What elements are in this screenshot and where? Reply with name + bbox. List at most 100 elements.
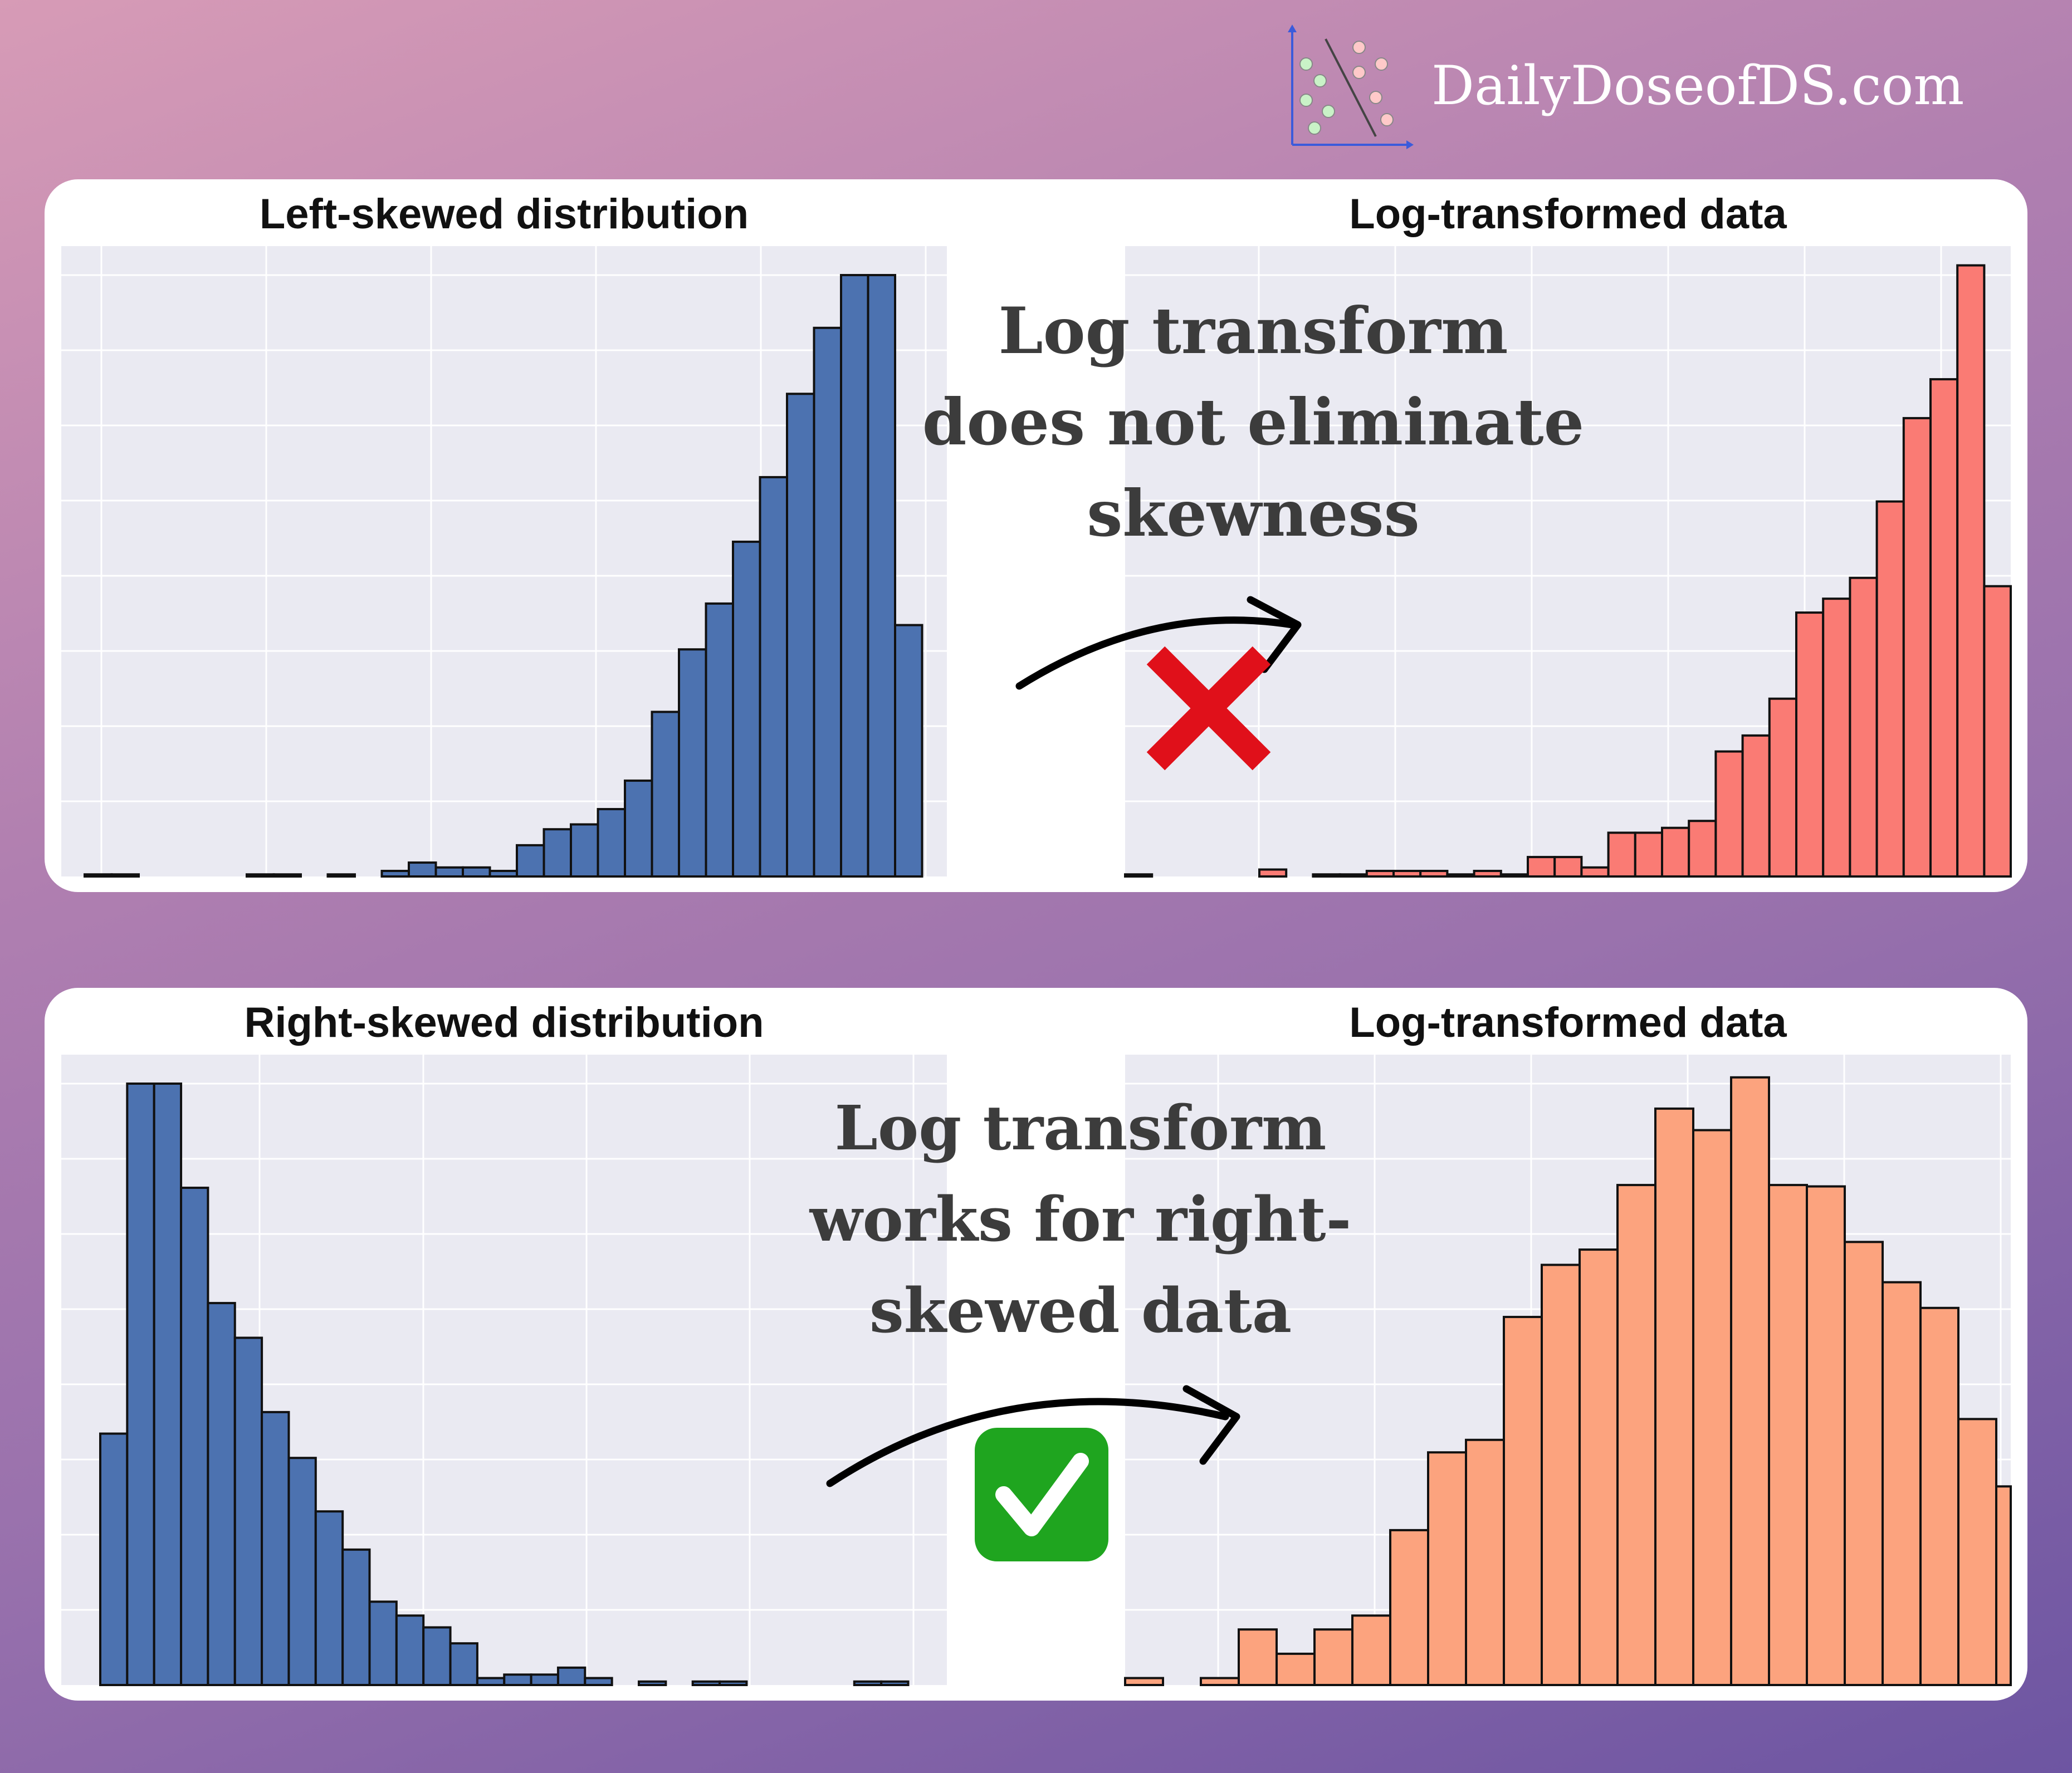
- histogram-bar: [1995, 1485, 2012, 1686]
- histogram-bar: [1365, 870, 1395, 878]
- chart-title: Log-transformed data: [1349, 190, 1787, 238]
- histogram-bar: [1882, 1281, 1922, 1686]
- histogram-bar: [1338, 873, 1368, 878]
- histogram-bar: [1768, 697, 1798, 878]
- histogram-bar: [314, 1510, 344, 1686]
- histogram-bar: [99, 1432, 129, 1686]
- histogram-plot: [1124, 1055, 2012, 1687]
- histogram-bar: [1929, 378, 1959, 878]
- histogram-bar: [1580, 866, 1610, 878]
- histogram-bar: [1313, 1628, 1353, 1687]
- chart-title: Log-transformed data: [1349, 999, 1787, 1046]
- histogram-bar: [638, 1680, 667, 1686]
- histogram-bar: [1616, 1184, 1656, 1686]
- histogram-bar: [894, 624, 923, 878]
- histogram-bar: [272, 873, 302, 878]
- histogram-bar: [1312, 873, 1341, 878]
- histogram-plot: [1124, 246, 2012, 878]
- histogram-bar: [1634, 831, 1664, 878]
- histogram-bar: [651, 711, 680, 878]
- histogram-bar: [719, 1680, 748, 1686]
- histogram-bar: [1741, 734, 1771, 878]
- histogram-bar: [488, 870, 518, 878]
- histogram-bar: [1714, 750, 1744, 878]
- check-mark-icon: [975, 1428, 1108, 1561]
- histogram-bar: [1844, 1241, 1884, 1686]
- histogram-bar: [530, 1673, 559, 1687]
- histogram-bar: [368, 1600, 398, 1687]
- histogram-bar: [1419, 870, 1449, 878]
- histogram-bar: [1579, 1248, 1619, 1686]
- histogram-bar: [180, 1187, 209, 1687]
- histogram-bar: [84, 873, 113, 878]
- histogram-bar: [1654, 1107, 1694, 1686]
- histogram-bar: [840, 274, 869, 878]
- histogram-bar: [449, 1642, 478, 1687]
- histogram-bar: [556, 1666, 587, 1686]
- histogram-bar: [395, 1614, 425, 1687]
- annotation-text: Log transform works for right- skewed da…: [809, 1092, 1352, 1346]
- histogram-bar: [1499, 873, 1529, 878]
- histogram-bar: [813, 326, 842, 878]
- brand-name: DailyDoseofDS.com: [1431, 55, 1965, 117]
- brand: DailyDoseofDS.com: [1281, 22, 2027, 156]
- histogram-bar: [153, 1083, 183, 1686]
- histogram-bar: [207, 1302, 236, 1686]
- histogram-bar: [705, 602, 734, 878]
- histogram-bar: [110, 873, 140, 878]
- histogram-bar: [1200, 1677, 1240, 1686]
- histogram-bar: [597, 808, 626, 878]
- histogram-bar: [570, 823, 599, 878]
- histogram-bar: [786, 393, 815, 878]
- histogram-bar: [678, 648, 707, 878]
- histogram-bar: [246, 873, 275, 878]
- histogram-bar: [1503, 1316, 1543, 1686]
- histogram-bar: [624, 779, 653, 878]
- histogram-bar: [1124, 1677, 1164, 1686]
- histogram-bar: [233, 1336, 263, 1686]
- histogram-bar: [1553, 856, 1583, 878]
- cross-mark-icon: [1146, 646, 1271, 771]
- histogram-bar: [691, 1680, 721, 1686]
- histogram-bar: [1465, 1438, 1505, 1686]
- annotation-text: Log transform does not eliminate skewnes…: [922, 293, 1585, 551]
- histogram-bar: [1607, 831, 1636, 878]
- histogram-bar: [287, 1457, 317, 1686]
- histogram-bar: [1276, 1652, 1316, 1686]
- histogram-bar: [1730, 1076, 1770, 1686]
- histogram-bar: [1806, 1185, 1846, 1686]
- histogram-bar: [1473, 870, 1502, 878]
- histogram-bar: [380, 870, 410, 878]
- histogram-bar: [584, 1677, 613, 1686]
- histogram-bar: [341, 1548, 371, 1686]
- histogram-bar: [1389, 1529, 1429, 1686]
- histogram-bar: [759, 476, 788, 878]
- histogram-bar: [434, 866, 464, 878]
- histogram-bar: [1351, 1614, 1391, 1687]
- histogram-bar: [261, 1410, 290, 1686]
- histogram-bar: [408, 861, 437, 878]
- histogram-bar: [880, 1680, 910, 1686]
- histogram-plot: [61, 246, 947, 878]
- chart-title: Left-skewed distribution: [260, 190, 749, 238]
- histogram-bar: [1957, 1418, 1997, 1686]
- histogram-bar: [476, 1677, 506, 1686]
- histogram-bar: [126, 1083, 155, 1686]
- histogram-bar: [422, 1626, 452, 1687]
- comparison-panel-left-skew: Left-skewed distribution Log-transformed …: [45, 179, 2027, 892]
- histogram-bar: [1902, 417, 1932, 878]
- histogram-bar: [462, 866, 491, 878]
- histogram-bar: [1238, 1628, 1278, 1687]
- histogram-bar: [1795, 611, 1825, 878]
- histogram-bar: [1661, 826, 1690, 878]
- comparison-panel-right-skew: Right-skewed distribution Log-transformed…: [45, 988, 2027, 1701]
- scatter-classifier-logo-icon: [1288, 25, 1414, 149]
- histogram-bar: [1692, 1129, 1732, 1686]
- histogram-bar: [1427, 1451, 1467, 1686]
- curved-arrow-icon: [1015, 596, 1302, 690]
- chart-pair-right-skew: Right-skewed distribution Log-transformed…: [61, 999, 2012, 1687]
- histogram-bar: [1919, 1306, 1959, 1686]
- chart-pair-left-skew: Left-skewed distribution Log-transformed …: [61, 190, 2012, 878]
- histogram-bar: [326, 873, 356, 878]
- histogram-bar: [853, 1680, 883, 1686]
